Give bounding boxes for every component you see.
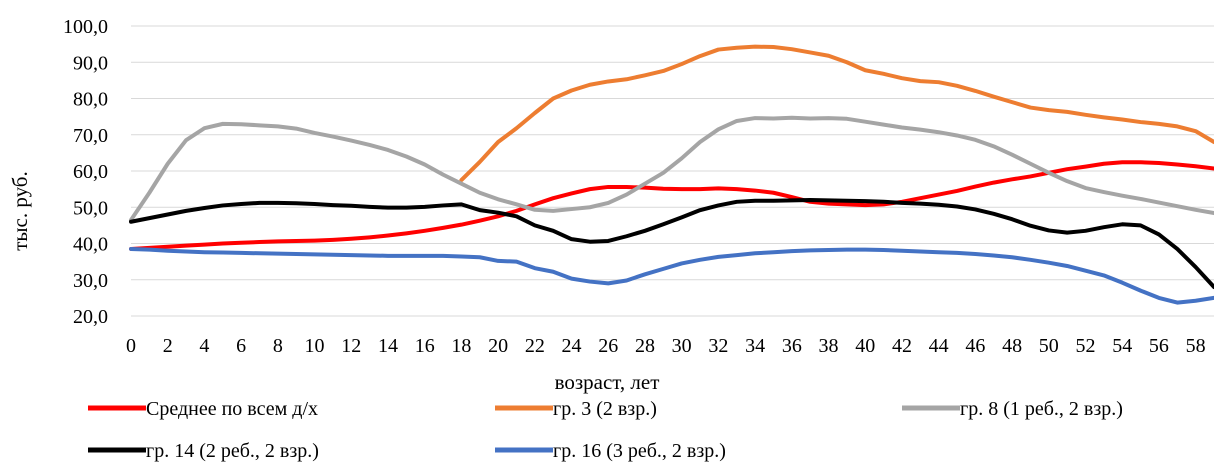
series-line bbox=[129, 115, 1214, 222]
x-tick-label: 26 bbox=[598, 335, 618, 357]
series-line bbox=[459, 44, 1214, 183]
legend-label: гр. 14 (2 реб., 2 взр.) bbox=[146, 440, 319, 462]
x-tick-label: 20 bbox=[488, 335, 508, 357]
x-tick-label: 50 bbox=[1039, 335, 1059, 357]
x-tick-label: 18 bbox=[451, 335, 471, 357]
x-tick-label: 44 bbox=[929, 335, 949, 357]
x-tick-label: 12 bbox=[341, 335, 361, 357]
x-tick-label: 38 bbox=[819, 335, 839, 357]
x-tick-label: 40 bbox=[855, 335, 875, 357]
x-tick-label: 46 bbox=[965, 335, 985, 357]
x-tick-label: 4 bbox=[199, 335, 209, 357]
x-tick-label: 14 bbox=[378, 335, 398, 357]
y-tick-label: 70,0 bbox=[73, 125, 108, 147]
x-tick-label: 56 bbox=[1149, 335, 1169, 357]
legend-label: гр. 8 (1 реб., 2 взр.) bbox=[960, 398, 1123, 420]
y-tick-label: 40,0 bbox=[73, 234, 108, 256]
series-line bbox=[129, 160, 1214, 251]
x-tick-label: 58 bbox=[1186, 335, 1206, 357]
legend-label: гр. 16 (3 реб., 2 взр.) bbox=[553, 440, 726, 462]
series-line bbox=[129, 246, 1214, 305]
series-line bbox=[129, 198, 1214, 289]
gridlines bbox=[131, 25, 1214, 281]
y-tick-label: 20,0 bbox=[73, 306, 108, 328]
legend-item: гр. 8 (1 реб., 2 взр.) bbox=[902, 398, 1123, 420]
legend-item: гр. 14 (2 реб., 2 взр.) bbox=[88, 440, 319, 462]
x-tick-label: 16 bbox=[415, 335, 435, 357]
y-tick-label: 80,0 bbox=[73, 89, 108, 111]
x-tick-label: 0 bbox=[126, 335, 136, 357]
legend-label: Среднее по всем д/х bbox=[146, 398, 318, 420]
y-tick-label: 30,0 bbox=[73, 270, 108, 292]
x-tick-label: 24 bbox=[562, 335, 582, 357]
x-axis-label: возраст, лет bbox=[555, 370, 660, 394]
legend: Среднее по всем д/х гр. 3 (2 взр.) гр. 8 (… bbox=[88, 398, 1123, 462]
legend-item: Среднее по всем д/х bbox=[88, 398, 318, 420]
x-tick-label: 52 bbox=[1076, 335, 1096, 357]
legend-label: гр. 3 (2 взр.) bbox=[553, 398, 657, 420]
x-axis-ticks: 0 2 4 6 8 10 12 14 16 18 20 22 24 26 28 30 32 34 36 38 40 42 4… bbox=[126, 335, 1206, 357]
x-tick-label: 30 bbox=[672, 335, 692, 357]
x-tick-label: 22 bbox=[525, 335, 545, 357]
x-tick-label: 42 bbox=[892, 335, 912, 357]
y-tick-label: 100,0 bbox=[63, 16, 108, 38]
y-axis-label: тыс. руб. bbox=[8, 171, 32, 251]
x-tick-label: 34 bbox=[745, 335, 765, 357]
plot-area bbox=[129, 44, 1214, 305]
x-tick-label: 48 bbox=[1002, 335, 1022, 357]
legend-item: гр. 16 (3 реб., 2 взр.) bbox=[495, 440, 726, 462]
y-tick-label: 60,0 bbox=[73, 161, 108, 183]
x-tick-label: 36 bbox=[782, 335, 802, 357]
x-tick-label: 2 bbox=[163, 335, 173, 357]
y-tick-label: 50,0 bbox=[73, 197, 108, 219]
x-tick-label: 6 bbox=[236, 335, 246, 357]
x-tick-label: 8 bbox=[273, 335, 283, 357]
x-tick-label: 54 bbox=[1112, 335, 1132, 357]
legend-item: гр. 3 (2 взр.) bbox=[495, 398, 657, 420]
x-tick-label: 28 bbox=[635, 335, 655, 357]
y-tick-label: 90,0 bbox=[73, 52, 108, 74]
x-tick-label: 32 bbox=[708, 335, 728, 357]
x-tick-label: 10 bbox=[305, 335, 325, 357]
y-axis-ticks: 20,0 30,0 40,0 50,0 60,0 70,0 80,0 90,0 100,0 bbox=[63, 16, 108, 328]
